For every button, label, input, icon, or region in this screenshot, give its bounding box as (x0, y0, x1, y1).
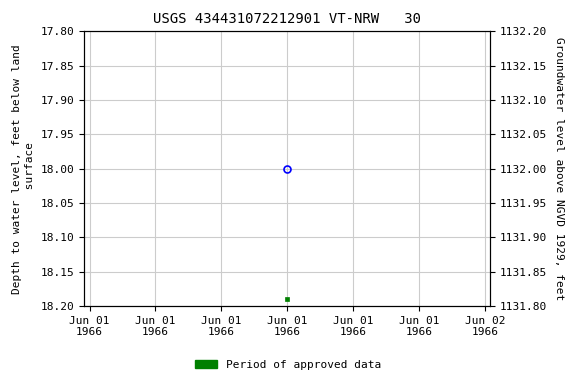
Y-axis label: Depth to water level, feet below land
 surface: Depth to water level, feet below land su… (12, 44, 35, 294)
Legend: Period of approved data: Period of approved data (191, 356, 385, 375)
Title: USGS 434431072212901 VT-NRW   30: USGS 434431072212901 VT-NRW 30 (153, 12, 421, 26)
Y-axis label: Groundwater level above NGVD 1929, feet: Groundwater level above NGVD 1929, feet (554, 37, 564, 300)
